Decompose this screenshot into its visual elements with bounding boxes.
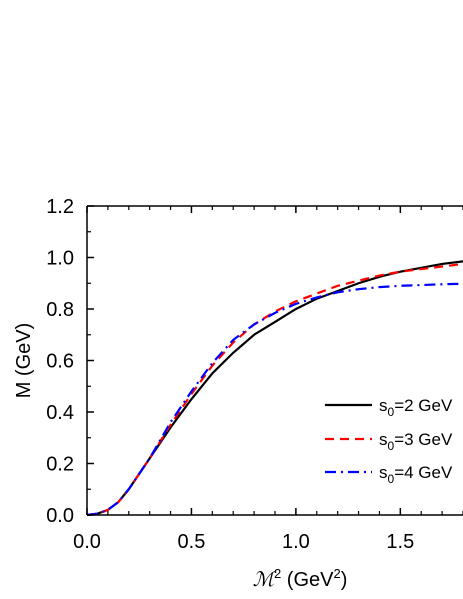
x-axis-unit-close: )	[341, 569, 348, 591]
x-axis-title: ℳ2 (GeV2)	[253, 566, 348, 591]
legend-item: s0=4 GeV	[325, 463, 453, 486]
y-tick-label: 1.0	[46, 248, 74, 270]
series-layer	[86, 260, 463, 517]
x-axis-unit-sup: 2	[333, 566, 340, 581]
legend-item: s0=2 GeV	[325, 396, 453, 419]
y-tick-label: 0.8	[46, 299, 74, 321]
legend-label-sub: 0	[388, 439, 395, 453]
legend-label: s0=4 GeV	[379, 463, 453, 486]
legend-label-main: s	[379, 463, 388, 482]
legend-label-sub: 0	[388, 405, 395, 419]
x-tick-label: 1.5	[386, 531, 414, 553]
y-tick-label: 0.0	[46, 505, 74, 527]
x-axis-symbol: ℳ	[253, 567, 277, 591]
x-tick-label: 0.5	[178, 531, 206, 553]
x-tick-label: 0.0	[73, 531, 101, 553]
legend: s0=2 GeV s0=3 GeV s0=4 GeV	[325, 396, 453, 486]
legend-label: s0=2 GeV	[379, 396, 453, 419]
legend-label-main: s	[379, 430, 388, 449]
legend-label-sub: 0	[388, 472, 395, 486]
x-tick-label: 1.0	[282, 531, 310, 553]
series-line-3	[86, 282, 463, 517]
y-tick-label: 0.6	[46, 351, 74, 373]
ticks-layer	[86, 205, 463, 516]
legend-label-rest: =3 GeV	[394, 430, 453, 449]
legend-label-rest: =2 GeV	[394, 396, 453, 415]
x-axis-unit: (GeV	[281, 569, 334, 591]
x-axis-symbol-sup: 2	[274, 566, 281, 581]
y-axis-title: M (GeV)	[13, 323, 35, 399]
legend-label-main: s	[379, 396, 388, 415]
legend-item: s0=3 GeV	[325, 430, 453, 453]
legend-label: s0=3 GeV	[379, 430, 453, 453]
legend-label-rest: =4 GeV	[394, 463, 453, 482]
y-tick-label: 0.2	[46, 454, 74, 476]
labels-layer: 0.0 0.2 0.4 0.6 0.8 1.0 1.2 0.0 0.5 1.0 1.5	[46, 196, 414, 553]
y-tick-label: 1.2	[46, 196, 74, 218]
y-tick-label: 0.4	[46, 402, 74, 424]
